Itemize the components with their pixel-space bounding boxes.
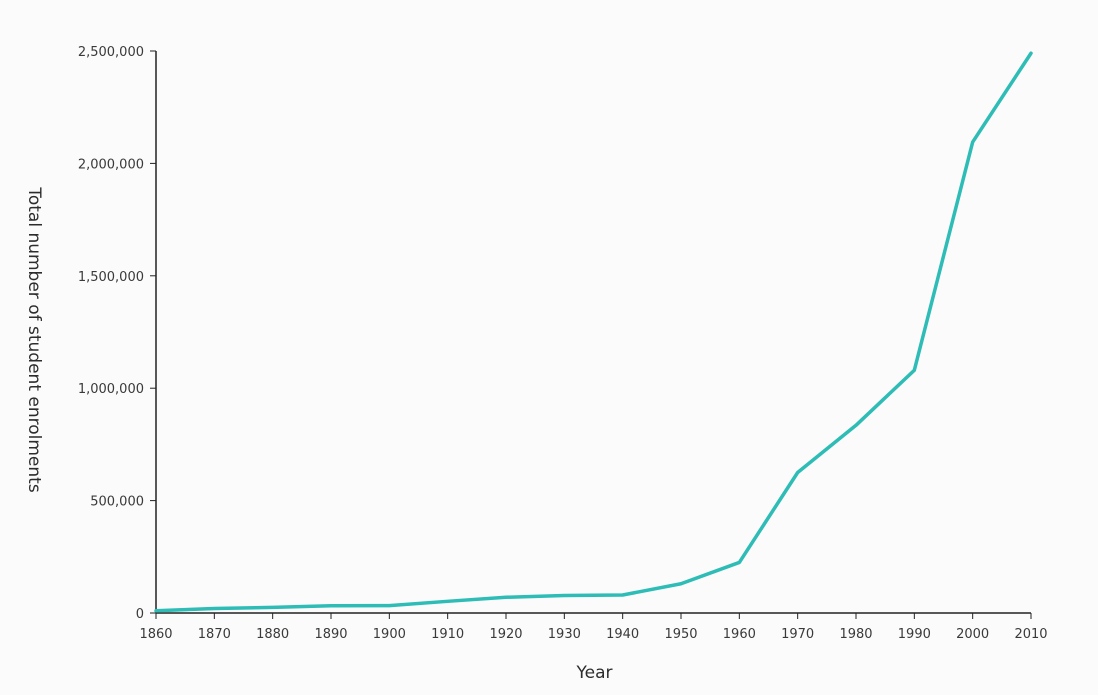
x-axis-title: Year <box>576 663 613 683</box>
y-tick-label: 1,500,000 <box>78 270 144 285</box>
x-tick-label: 1870 <box>198 627 231 642</box>
x-tick-label: 1930 <box>548 627 581 642</box>
series-line <box>154 51 1033 613</box>
y-tick-label: 1,000,000 <box>78 382 144 397</box>
series-layer <box>154 51 1033 613</box>
x-tick-label: 1910 <box>431 627 464 642</box>
y-tick-label: 0 <box>136 607 144 622</box>
x-tick-label: 1860 <box>139 627 172 642</box>
x-tick-label: 1900 <box>373 627 406 642</box>
x-tick-label: 1940 <box>606 627 639 642</box>
x-tick-label: 1890 <box>314 627 347 642</box>
x-tick-label: 1980 <box>839 627 872 642</box>
y-axis-title: Total number of student enrolments <box>24 186 44 492</box>
y-axis-ticks: 0 500,000 1,000,000 1,500,000 2,000,000 2,500… <box>78 45 156 622</box>
x-tick-label: 2010 <box>1014 627 1047 642</box>
x-tick-label: 1960 <box>723 627 756 642</box>
x-tick-label: 1990 <box>898 627 931 642</box>
x-tick-label: 2000 <box>956 627 989 642</box>
y-tick-label: 2,500,000 <box>78 45 144 60</box>
x-tick-label: 1880 <box>256 627 289 642</box>
x-tick-label: 1950 <box>664 627 697 642</box>
y-tick-label: 500,000 <box>90 495 144 510</box>
x-tick-label: 1920 <box>489 627 522 642</box>
y-tick-label: 2,000,000 <box>78 157 144 172</box>
x-tick-label: 1970 <box>781 627 814 642</box>
x-axis-ticks: 1860 1870 1880 1890 1900 1910 1920 1930 1940 1950… <box>139 613 1048 642</box>
